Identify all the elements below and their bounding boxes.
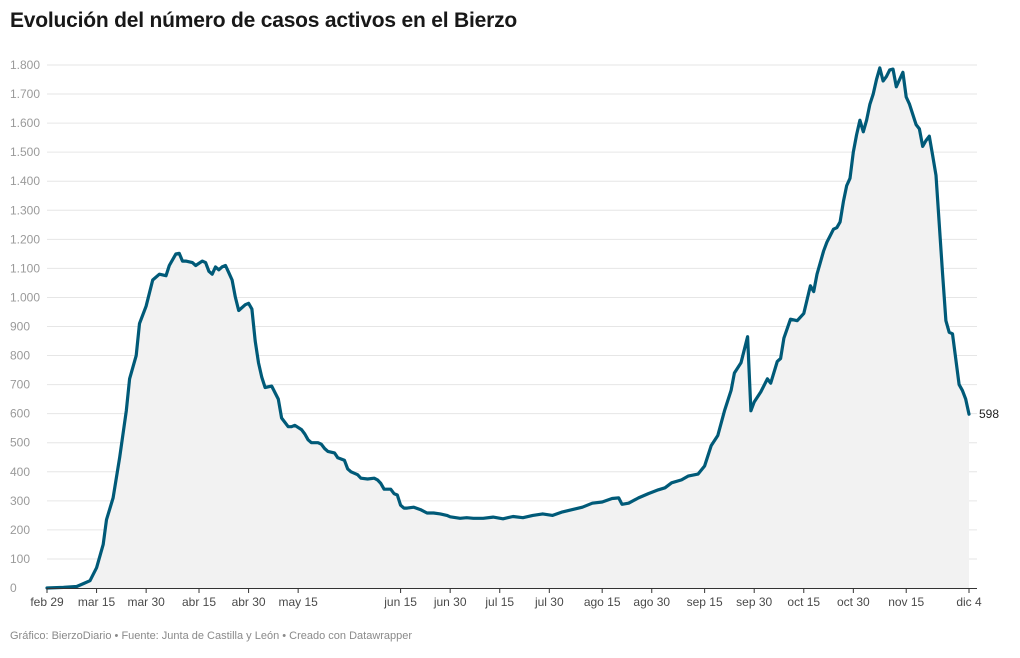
y-tick-label: 0 (10, 581, 17, 595)
area-fill (47, 67, 969, 588)
x-tick-label: ago 15 (584, 595, 621, 609)
x-tick-label: jun 15 (383, 595, 417, 609)
y-tick-label: 200 (10, 523, 30, 537)
x-tick-label: feb 29 (30, 595, 64, 609)
x-axis-ticks: feb 29 mar 15 mar 30 abr 15 abr 30 may 15 jun … (30, 588, 982, 609)
chart-svg: 0 100 200 300 400 500 600 700 800 900 1.000 1.100 1.… (10, 58, 999, 609)
x-tick-label: ago 30 (633, 595, 670, 609)
x-tick-label: may 15 (278, 595, 318, 609)
y-tick-label: 1.000 (10, 290, 40, 304)
y-tick-label: 1.300 (10, 203, 40, 217)
y-tick-label: 800 (10, 349, 30, 363)
y-tick-label: 1.100 (10, 261, 40, 275)
end-value-label: 598 (979, 407, 999, 421)
y-tick-label: 1.800 (10, 58, 40, 72)
x-tick-label: dic 4 (956, 595, 982, 609)
y-tick-label: 100 (10, 552, 30, 566)
y-tick-label: 400 (10, 465, 30, 479)
x-tick-label: abr 15 (182, 595, 216, 609)
x-tick-label: oct 15 (787, 595, 820, 609)
y-tick-label: 600 (10, 407, 30, 421)
y-tick-label: 300 (10, 494, 30, 508)
y-tick-label: 1.700 (10, 87, 40, 101)
y-tick-label: 1.600 (10, 116, 40, 130)
x-tick-label: sep 30 (736, 595, 772, 609)
y-tick-label: 500 (10, 436, 30, 450)
x-tick-label: abr 30 (232, 595, 266, 609)
y-tick-label: 1.400 (10, 174, 40, 188)
x-tick-label: mar 15 (78, 595, 116, 609)
x-tick-label: jul 15 (484, 595, 514, 609)
x-tick-label: jun 30 (433, 595, 467, 609)
footer-credits: Gráfico: BierzoDiario • Fuente: Junta de… (10, 630, 413, 642)
x-tick-label: nov 15 (888, 595, 924, 609)
y-axis-ticks: 0 100 200 300 400 500 600 700 800 900 1.000 1.100 1.… (10, 58, 40, 595)
y-tick-label: 1.200 (10, 232, 40, 246)
x-tick-label: sep 15 (687, 595, 723, 609)
x-tick-label: oct 30 (837, 595, 870, 609)
chart-title: Evolución del número de casos activos en… (10, 9, 517, 32)
y-tick-label: 1.500 (10, 145, 40, 159)
series-line (45, 66, 971, 590)
x-tick-label: mar 30 (127, 595, 165, 609)
y-tick-label: 700 (10, 378, 30, 392)
x-tick-label: jul 30 (534, 595, 564, 609)
y-tick-label: 900 (10, 320, 30, 334)
